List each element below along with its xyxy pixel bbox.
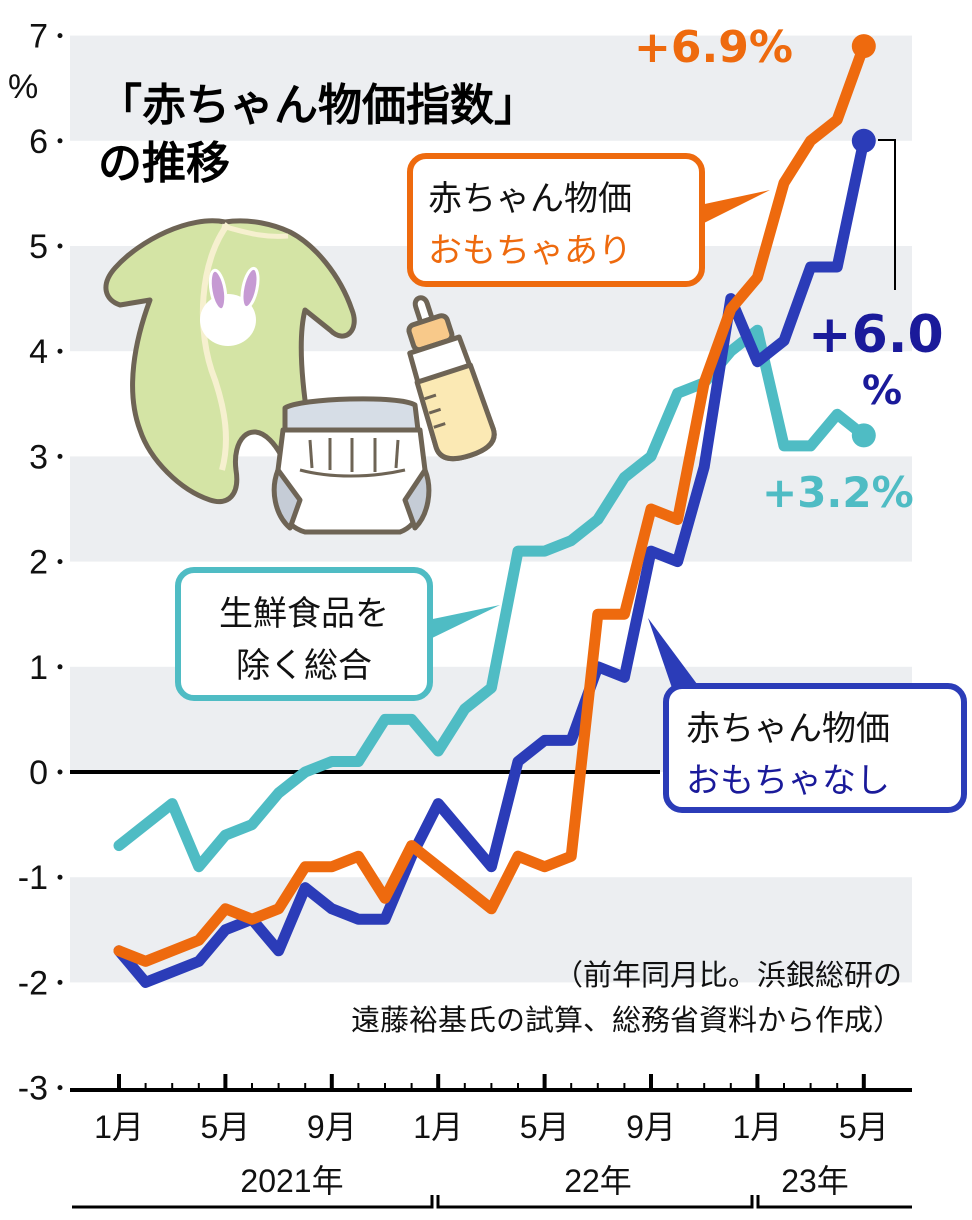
chart-title-line2: の推移 bbox=[98, 138, 230, 189]
y-tick-dot bbox=[57, 453, 63, 459]
callout-core-cpi-line1: 生鮮食品を bbox=[219, 594, 389, 634]
year-label-2022: 22年 bbox=[564, 1163, 632, 1199]
y-axis-unit: % bbox=[8, 68, 38, 106]
series-line-without-toys bbox=[113, 135, 870, 988]
y-tick-label: 5 bbox=[29, 228, 48, 266]
end-label-core-cpi: +3.2% bbox=[762, 468, 914, 517]
x-tick-label: 1月 bbox=[413, 1109, 463, 1145]
y-tick-dot bbox=[57, 559, 63, 565]
grid-band bbox=[70, 35, 912, 141]
diaper-icon bbox=[271, 396, 432, 535]
y-tick-dot bbox=[57, 979, 63, 985]
y-tick-label: 3 bbox=[29, 438, 48, 476]
y-tick-dot bbox=[57, 348, 63, 354]
callout-with-toys-line2: おもちゃあり bbox=[428, 231, 632, 271]
endpoint-marker-without-toys bbox=[851, 128, 876, 153]
y-tick-label: 2 bbox=[29, 544, 48, 582]
callout-with-toys-line1: 赤ちゃん物価 bbox=[428, 179, 632, 219]
callout-core-cpi-line2: 除く総合 bbox=[236, 646, 372, 686]
y-tick-dot bbox=[57, 1085, 63, 1091]
x-axis-month-labels: 1月 5月 9月 1月 5月 9月 1月 5月 bbox=[94, 1109, 889, 1145]
x-tick-label: 1月 bbox=[94, 1109, 144, 1145]
y-tick-label: 0 bbox=[29, 754, 48, 792]
bracket-line bbox=[878, 139, 896, 290]
endpoint-marker-with-toys bbox=[851, 34, 876, 59]
year-label-2021: 2021年 bbox=[240, 1163, 343, 1199]
callout-with-toys: 赤ちゃん物価 おもちゃあり bbox=[407, 153, 770, 287]
chart-title-line1: 「赤ちゃん物価指数」 bbox=[98, 80, 538, 131]
x-axis-ticks bbox=[117, 1074, 866, 1090]
series-line-core-cpi bbox=[113, 324, 870, 873]
x-tick-label: 9月 bbox=[307, 1109, 357, 1145]
x-tick-label: 1月 bbox=[732, 1109, 782, 1145]
y-tick-label: 4 bbox=[29, 333, 48, 371]
y-axis-ticks: 7 6 5 4 3 2 1 0 -1 -2 -3 bbox=[18, 18, 63, 1108]
source-note-line2: 遠藤裕基氏の試算、総務省資料から作成） bbox=[351, 1003, 902, 1037]
baby-bottle-icon bbox=[406, 295, 497, 462]
y-tick-label: 6 bbox=[29, 123, 48, 161]
end-label-without-toys-value: +6.0 bbox=[808, 305, 944, 365]
endpoint-marker-core-cpi bbox=[851, 423, 876, 448]
y-tick-label: 1 bbox=[29, 649, 48, 687]
y-tick-dot bbox=[57, 769, 63, 775]
y-tick-label: 7 bbox=[29, 18, 48, 56]
y-tick-dot bbox=[57, 874, 63, 880]
y-tick-dot bbox=[57, 138, 63, 144]
y-tick-label: -1 bbox=[18, 859, 48, 897]
end-label-with-toys: +6.9% bbox=[634, 22, 793, 73]
end-label-without-toys-unit: % bbox=[862, 368, 902, 414]
y-tick-label: -3 bbox=[18, 1070, 48, 1108]
y-tick-dot bbox=[57, 664, 63, 670]
y-tick-dot bbox=[57, 33, 63, 39]
y-tick-label: -2 bbox=[18, 964, 48, 1002]
series-line-with-toys bbox=[113, 40, 870, 967]
callout-without-toys-line1: 赤ちゃん物価 bbox=[686, 709, 890, 749]
x-tick-label: 9月 bbox=[626, 1109, 676, 1145]
x-tick-label: 5月 bbox=[839, 1109, 889, 1145]
year-label-2023: 23年 bbox=[781, 1163, 849, 1199]
year-brackets bbox=[72, 1195, 912, 1209]
source-note-line1: （前年同月比。浜銀総研の bbox=[554, 958, 902, 992]
x-tick-label: 5月 bbox=[520, 1109, 570, 1145]
callout-without-toys: 赤ちゃん物価 おもちゃなし bbox=[648, 618, 967, 813]
x-tick-label: 5月 bbox=[200, 1109, 250, 1145]
callout-core-cpi: 生鮮食品を 除く総合 bbox=[175, 567, 500, 701]
callout-without-toys-line2: おもちゃなし bbox=[686, 761, 890, 801]
y-tick-dot bbox=[57, 243, 63, 249]
